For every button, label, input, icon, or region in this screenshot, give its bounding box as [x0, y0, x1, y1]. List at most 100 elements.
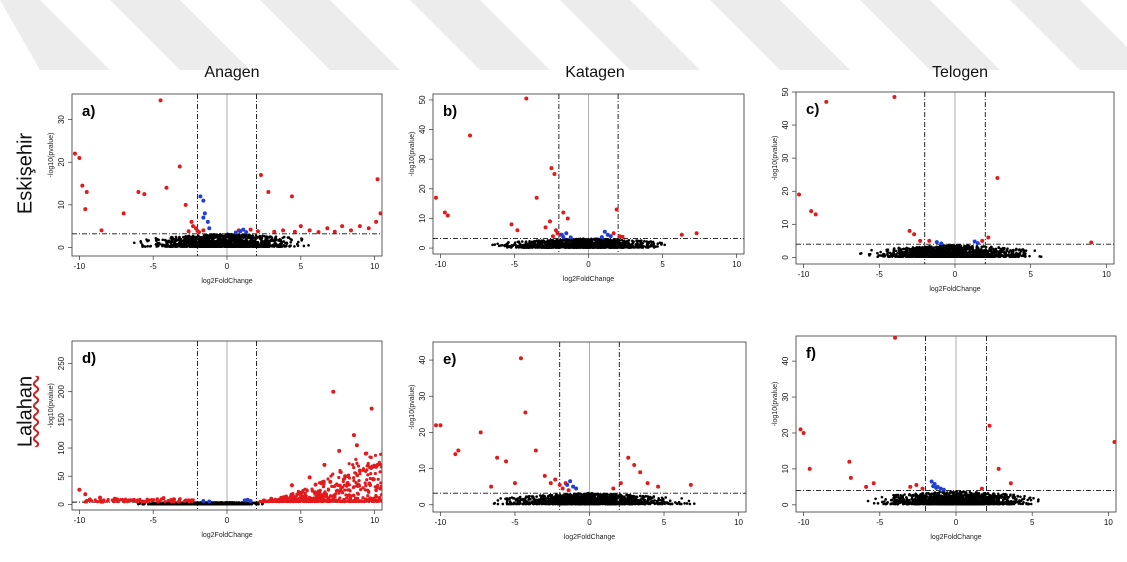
y-axis-label: -log10(pvalue)	[48, 383, 55, 428]
gene-point-nonsignificant	[212, 245, 216, 248]
gene-point-significant-low-fc	[568, 235, 573, 240]
x-tick-label: -5	[511, 260, 519, 269]
gene-point-nonsignificant	[277, 245, 280, 248]
gene-point-nonsignificant	[630, 244, 633, 248]
gene-point-nonsignificant	[261, 234, 264, 238]
gene-point-nonsignificant	[1033, 249, 1037, 252]
gene-point-nonsignificant	[597, 237, 600, 241]
gene-point-nonsignificant	[905, 249, 909, 252]
gene-point-nonsignificant	[244, 244, 247, 248]
y-tick-label: 150	[57, 413, 66, 427]
gene-point-nonsignificant	[524, 244, 528, 248]
x-axis-label: log2FoldChange	[929, 286, 980, 293]
gene-point-nonsignificant	[991, 251, 995, 254]
gene-point-significant	[121, 211, 126, 216]
gene-point-nonsignificant	[175, 244, 179, 248]
gene-point-nonsignificant	[610, 240, 614, 244]
gene-point-significant	[445, 213, 450, 218]
gene-point-significant	[164, 185, 169, 190]
gene-point-nonsignificant	[236, 245, 240, 248]
gene-point-nonsignificant	[204, 238, 208, 241]
gene-point-significant	[694, 231, 699, 236]
gene-point-nonsignificant	[140, 243, 144, 247]
gene-point-nonsignificant	[263, 234, 266, 238]
gene-point-significant	[565, 216, 570, 221]
gene-point-nonsignificant	[557, 242, 561, 246]
gene-point-nonsignificant	[197, 240, 201, 244]
gene-point-significant	[515, 228, 520, 233]
gene-point-significant	[195, 228, 200, 233]
y-axis-label: -log10(pvalue)	[409, 132, 416, 177]
gene-point-nonsignificant	[942, 248, 945, 251]
gene-point-nonsignificant	[270, 235, 273, 239]
gene-point-nonsignificant	[658, 241, 662, 245]
gene-point-significant-low-fc	[201, 215, 206, 220]
y-tick-label: 30	[57, 115, 66, 124]
gene-point-nonsignificant	[903, 250, 907, 254]
y-tick-label: 250	[57, 356, 66, 370]
gene-point-nonsignificant	[496, 242, 499, 246]
gene-point-nonsignificant	[901, 254, 904, 258]
gene-point-nonsignificant	[968, 249, 971, 252]
gene-point-nonsignificant	[580, 239, 584, 242]
gene-point-nonsignificant	[163, 244, 166, 248]
gene-point-nonsignificant	[223, 244, 226, 247]
gene-point-nonsignificant	[993, 251, 997, 255]
gene-point-nonsignificant	[148, 245, 152, 248]
gene-point-significant	[80, 183, 85, 188]
gene-point-nonsignificant	[293, 245, 296, 248]
gene-point-nonsignificant	[1003, 255, 1006, 258]
gene-point-nonsignificant	[208, 243, 212, 247]
gene-point-nonsignificant	[946, 249, 950, 252]
gene-point-nonsignificant	[922, 246, 925, 250]
gene-point-nonsignificant	[984, 249, 987, 253]
x-tick-label: 0	[953, 270, 958, 279]
gene-point-nonsignificant	[575, 243, 579, 247]
gene-point-significant	[813, 212, 818, 217]
gene-point-nonsignificant	[594, 239, 598, 243]
watermark-stripe	[1010, 0, 1127, 70]
gene-point-nonsignificant	[558, 246, 561, 249]
gene-point-significant-low-fc	[233, 230, 238, 235]
gene-point-nonsignificant	[925, 246, 929, 249]
x-tick-label: -10	[435, 260, 447, 269]
gene-point-nonsignificant	[624, 240, 628, 244]
gene-point-nonsignificant	[649, 244, 653, 248]
watermark-stripes	[0, 0, 1127, 70]
gene-point-nonsignificant	[885, 248, 889, 252]
gene-point-nonsignificant	[622, 240, 625, 243]
gene-point-significant	[543, 225, 548, 230]
gene-point-nonsignificant	[978, 251, 982, 255]
gene-point-significant	[289, 194, 294, 199]
gene-point-significant	[374, 219, 379, 224]
column-title-katagen: Katagen	[565, 64, 625, 81]
gene-point-nonsignificant	[983, 254, 987, 258]
gene-point-nonsignificant	[1009, 249, 1012, 252]
gene-point-nonsignificant	[538, 240, 541, 244]
gene-point-nonsignificant	[958, 246, 962, 250]
gene-point-nonsignificant	[265, 244, 268, 248]
gene-point-nonsignificant	[635, 240, 639, 243]
x-tick-label: 0	[225, 516, 230, 525]
gene-point-significant	[142, 192, 147, 197]
y-tick-label: 40	[418, 125, 427, 134]
gene-point-significant	[549, 166, 554, 171]
gene-point-nonsignificant	[652, 246, 656, 249]
gene-point-nonsignificant	[275, 243, 278, 246]
gene-point-significant	[468, 133, 473, 138]
gene-point-nonsignificant	[944, 244, 948, 248]
gene-point-nonsignificant	[174, 235, 178, 239]
gene-point-significant	[191, 224, 196, 229]
gene-point-nonsignificant	[602, 244, 606, 248]
y-tick-label: 50	[57, 471, 66, 480]
gene-point-nonsignificant	[213, 241, 216, 245]
gene-point-significant-low-fc	[605, 232, 610, 237]
gene-point-significant	[617, 234, 622, 239]
gene-point-nonsignificant	[964, 248, 967, 251]
gene-point-nonsignificant	[228, 245, 232, 248]
row-label-eskisehir: Eskişehir	[14, 132, 37, 215]
column-title-telogen: Telogen	[931, 64, 989, 81]
gene-point-nonsignificant	[551, 239, 554, 242]
gene-point-nonsignificant	[533, 245, 537, 249]
gene-point-nonsignificant	[985, 251, 989, 254]
